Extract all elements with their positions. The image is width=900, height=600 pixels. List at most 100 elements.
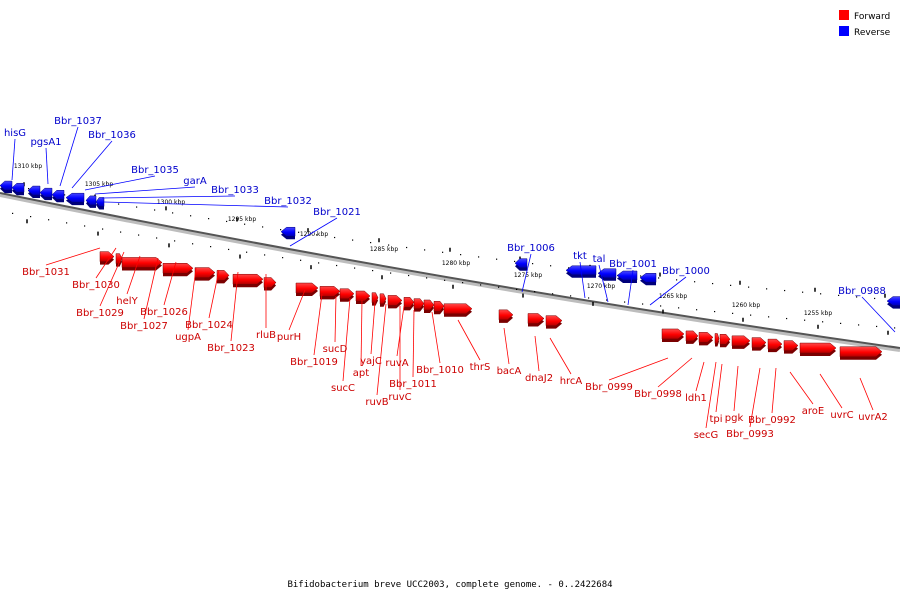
forward-gene[interactable] bbox=[498, 309, 514, 323]
gene-label-bbr-1035[interactable]: Bbr_1035 bbox=[131, 165, 179, 176]
forward-gene[interactable] bbox=[121, 257, 163, 271]
gene-label-bbr-1001[interactable]: Bbr_1001 bbox=[609, 259, 657, 270]
gene-label-uvrc[interactable]: uvrC bbox=[830, 410, 853, 421]
reverse-gene[interactable] bbox=[27, 185, 41, 199]
gene-label-sucd[interactable]: sucD bbox=[323, 344, 348, 355]
gene-label-succ[interactable]: sucC bbox=[331, 383, 355, 394]
forward-gene[interactable] bbox=[295, 282, 319, 297]
gene-label-bbr-1037[interactable]: Bbr_1037 bbox=[54, 116, 102, 127]
gene-label-tal[interactable]: tal bbox=[593, 254, 606, 265]
minor-tick bbox=[480, 284, 482, 286]
gene-label-bbr-1036[interactable]: Bbr_1036 bbox=[88, 130, 136, 141]
gene-label-ruvb[interactable]: ruvB bbox=[365, 397, 388, 408]
minor-tick bbox=[748, 286, 750, 288]
gene-label-bbr-0993[interactable]: Bbr_0993 bbox=[726, 429, 774, 440]
forward-gene[interactable] bbox=[232, 273, 264, 288]
forward-gene[interactable] bbox=[443, 303, 473, 317]
forward-gene[interactable] bbox=[371, 292, 379, 306]
gene-label-hely[interactable]: helY bbox=[116, 296, 138, 307]
gene-label-baca[interactable]: bacA bbox=[497, 366, 522, 377]
reverse-gene[interactable] bbox=[11, 182, 25, 196]
gene-label-bbr-1010[interactable]: Bbr_1010 bbox=[416, 365, 464, 376]
forward-gene[interactable] bbox=[751, 337, 767, 351]
forward-gene[interactable] bbox=[527, 313, 545, 327]
forward-gene[interactable] bbox=[379, 293, 387, 307]
gene-label-bbr-1021[interactable]: Bbr_1021 bbox=[313, 207, 361, 218]
forward-gene[interactable] bbox=[685, 330, 699, 344]
gene-label-bbr-1033[interactable]: Bbr_1033 bbox=[211, 185, 259, 196]
forward-gene[interactable] bbox=[339, 288, 355, 302]
minor-tick bbox=[694, 281, 696, 283]
reverse-gene[interactable] bbox=[39, 187, 53, 201]
gene-label-aroe[interactable]: aroE bbox=[802, 406, 824, 417]
forward-gene[interactable] bbox=[698, 332, 714, 346]
forward-gene[interactable] bbox=[355, 290, 371, 305]
forward-gene[interactable] bbox=[731, 335, 751, 349]
gene-label-bbr-1023[interactable]: Bbr_1023 bbox=[207, 343, 255, 354]
gene-label-bbr-1019[interactable]: Bbr_1019 bbox=[290, 357, 338, 368]
gene-label-bbr-0999[interactable]: Bbr_0999 bbox=[585, 382, 633, 393]
gene-label-tkt[interactable]: tkt bbox=[573, 251, 587, 262]
forward-gene[interactable] bbox=[319, 286, 341, 300]
forward-gene[interactable] bbox=[714, 333, 720, 347]
forward-gene[interactable] bbox=[433, 301, 445, 315]
gene-label-bbr-0988[interactable]: Bbr_0988 bbox=[838, 286, 886, 297]
gene-label-bbr-1032[interactable]: Bbr_1032 bbox=[264, 196, 312, 207]
gene-label-pgsa1[interactable]: pgsA1 bbox=[30, 137, 61, 148]
forward-gene[interactable] bbox=[403, 297, 415, 311]
gene-label-bbr-1024[interactable]: Bbr_1024 bbox=[185, 320, 233, 331]
gene-label-rlub[interactable]: rluB bbox=[256, 330, 276, 341]
forward-gene[interactable] bbox=[423, 299, 435, 313]
forward-gene[interactable] bbox=[767, 338, 783, 353]
forward-gene[interactable] bbox=[99, 251, 115, 265]
reverse-gene[interactable] bbox=[886, 296, 900, 309]
gene-label-pgk[interactable]: pgk bbox=[725, 413, 744, 424]
forward-gene[interactable] bbox=[263, 277, 277, 291]
forward-gene[interactable] bbox=[194, 267, 216, 281]
forward-gene[interactable] bbox=[783, 340, 799, 354]
forward-gene[interactable] bbox=[413, 298, 425, 312]
gene-label-ruvc[interactable]: ruvC bbox=[388, 392, 411, 403]
forward-gene[interactable] bbox=[839, 346, 883, 360]
gene-label-bbr-1027[interactable]: Bbr_1027 bbox=[120, 321, 168, 332]
gene-label-purh[interactable]: purH bbox=[277, 332, 301, 343]
gene-label-hrca[interactable]: hrcA bbox=[560, 376, 583, 387]
forward-gene[interactable] bbox=[387, 295, 403, 309]
gene-label-tpi[interactable]: tpi bbox=[709, 414, 722, 425]
reverse-gene[interactable] bbox=[639, 273, 657, 286]
gene-label-dnaj2[interactable]: dnaJ2 bbox=[525, 373, 553, 384]
forward-gene[interactable] bbox=[545, 315, 563, 329]
gene-label-secg[interactable]: secG bbox=[694, 430, 719, 441]
forward-gene[interactable] bbox=[162, 263, 194, 277]
gene-label-bbr-1011[interactable]: Bbr_1011 bbox=[389, 379, 437, 390]
reverse-gene[interactable] bbox=[616, 270, 638, 284]
gene-label-bbr-1029[interactable]: Bbr_1029 bbox=[76, 308, 124, 319]
forward-gene[interactable] bbox=[115, 253, 123, 267]
reverse-gene[interactable] bbox=[51, 190, 65, 203]
reverse-gene[interactable] bbox=[280, 226, 296, 240]
gene-label-uvra2[interactable]: uvrA2 bbox=[858, 412, 888, 423]
gene-label-ugpa[interactable]: ugpA bbox=[175, 332, 201, 343]
reverse-gene[interactable] bbox=[95, 197, 105, 210]
reverse-gene[interactable] bbox=[85, 195, 97, 208]
gene-label-gara[interactable]: garA bbox=[183, 176, 207, 187]
forward-gene[interactable] bbox=[719, 334, 731, 348]
forward-gene[interactable] bbox=[799, 342, 837, 357]
gene-label-bbr-1006[interactable]: Bbr_1006 bbox=[507, 243, 555, 254]
gene-label-ruva[interactable]: ruvA bbox=[385, 358, 408, 369]
gene-label-bbr-1030[interactable]: Bbr_1030 bbox=[72, 280, 120, 291]
reverse-gene[interactable] bbox=[514, 258, 528, 271]
gene-label-bbr-1031[interactable]: Bbr_1031 bbox=[22, 267, 70, 278]
gene-label-apt[interactable]: apt bbox=[353, 368, 369, 379]
gene-label-bbr-0998[interactable]: Bbr_0998 bbox=[634, 389, 682, 400]
reverse-gene[interactable] bbox=[0, 180, 13, 194]
gene-label-yajc[interactable]: yajC bbox=[360, 356, 382, 367]
gene-label-bbr-1000[interactable]: Bbr_1000 bbox=[662, 266, 710, 277]
gene-label-hisg[interactable]: hisG bbox=[4, 128, 26, 139]
gene-label-bbr-0992[interactable]: Bbr_0992 bbox=[748, 415, 796, 426]
reverse-gene[interactable] bbox=[65, 192, 85, 206]
gene-label-ldh1[interactable]: ldh1 bbox=[685, 393, 707, 404]
gene-label-bbr-1026[interactable]: Bbr_1026 bbox=[140, 307, 188, 318]
forward-gene[interactable] bbox=[661, 328, 685, 342]
gene-label-thrs[interactable]: thrS bbox=[470, 362, 491, 373]
